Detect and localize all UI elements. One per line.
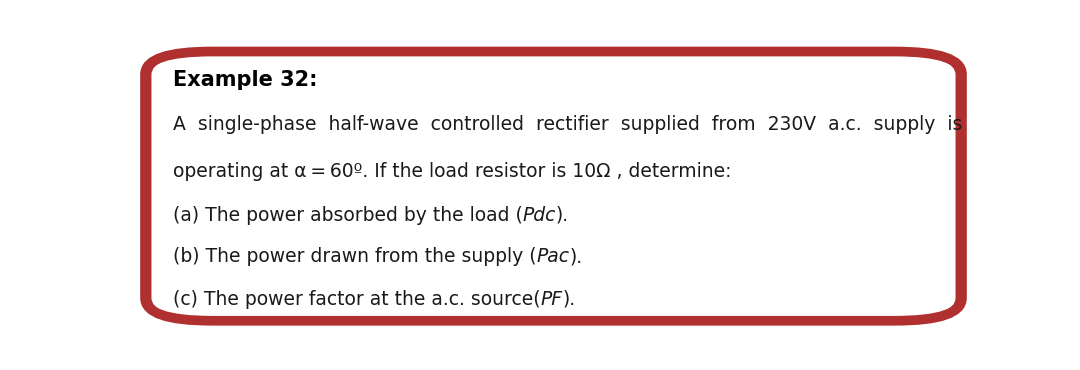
Text: Pdc: Pdc <box>523 206 556 225</box>
FancyBboxPatch shape <box>145 51 962 321</box>
Text: Pac: Pac <box>537 247 569 266</box>
Text: ).: ). <box>563 290 576 309</box>
Text: (c) The power factor at the a.c. source(: (c) The power factor at the a.c. source( <box>173 290 540 309</box>
Text: A  single-phase  half-wave  controlled  rectifier  supplied  from  230V  a.c.  s: A single-phase half-wave controlled rect… <box>173 115 962 134</box>
Text: (b) The power drawn from the supply (: (b) The power drawn from the supply ( <box>173 247 537 266</box>
Text: (a) The power absorbed by the load (: (a) The power absorbed by the load ( <box>173 206 523 225</box>
Text: operating at α = 60º. If the load resistor is 10Ω , determine:: operating at α = 60º. If the load resist… <box>173 162 731 181</box>
Text: Example 32:: Example 32: <box>173 70 318 90</box>
Text: PF: PF <box>540 290 563 309</box>
Text: ).: ). <box>556 206 569 225</box>
Text: ).: ). <box>569 247 582 266</box>
